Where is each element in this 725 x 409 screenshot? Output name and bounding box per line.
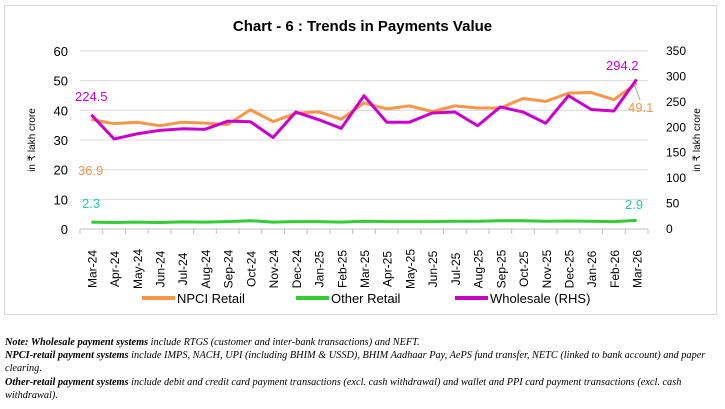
data-label-last: 49.1 xyxy=(628,100,653,115)
legend-label: NPCI Retail xyxy=(177,291,245,306)
notes: Note: Wholesale payment systems include … xyxy=(5,336,723,402)
x-tick-label: Jan-25 xyxy=(313,250,327,287)
x-tick-label: Nov-25 xyxy=(540,249,554,288)
x-tick-label: Sep-25 xyxy=(494,249,508,288)
right-tick-label: 100 xyxy=(666,171,686,185)
legend-label: Wholesale (RHS) xyxy=(490,291,590,306)
right-tick-label: 300 xyxy=(666,69,686,83)
x-tick-label: Jun-24 xyxy=(154,250,168,287)
x-tick-label: Aug-25 xyxy=(472,249,486,288)
note-wholesale: Note: Wholesale payment systems include … xyxy=(5,337,420,348)
x-tick-label: Jun-25 xyxy=(426,250,440,287)
right-tick-label: 350 xyxy=(666,44,686,58)
right-tick-label: 250 xyxy=(666,95,686,109)
left-tick-label: 30 xyxy=(54,133,68,148)
left-tick-label: 40 xyxy=(54,103,68,118)
x-tick-label: Dec-25 xyxy=(562,249,576,288)
right-tick-label: 200 xyxy=(666,120,686,134)
right-tick-label: 150 xyxy=(666,146,686,160)
left-axis-label: in ₹ lakh crore xyxy=(27,108,38,172)
x-tick-label: Oct-25 xyxy=(517,251,531,287)
data-label-first: 224.5 xyxy=(75,89,108,104)
series-line-wholesale-rhs- xyxy=(90,78,638,141)
x-tick-label: Dec-24 xyxy=(290,249,304,288)
chart-frame xyxy=(4,5,717,315)
x-tick-label: Oct-24 xyxy=(244,251,258,287)
left-tick-label: 0 xyxy=(61,222,68,237)
x-tick-label: May-25 xyxy=(403,249,417,289)
x-tick-label: Feb-26 xyxy=(608,250,622,288)
x-tick-label: Mar-25 xyxy=(358,250,372,288)
x-tick-label: Jul-24 xyxy=(176,252,190,285)
legend-label: Other Retail xyxy=(331,291,400,306)
x-tick-label: Apr-24 xyxy=(108,251,122,287)
line-chart: 0 10 20 30 40 50 60 0 50 100 150 200 250 300 350 Mar-24… xyxy=(27,44,703,306)
note-other-retail: Other-retail payment systems include deb… xyxy=(5,376,682,401)
data-label-first: 2.3 xyxy=(82,196,100,211)
x-tick-label: Feb-25 xyxy=(335,250,349,288)
data-label-first: 36.9 xyxy=(78,163,103,178)
left-tick-label: 10 xyxy=(54,192,68,207)
right-tick-label: 0 xyxy=(666,222,673,236)
x-tick-label: Apr-25 xyxy=(381,251,395,287)
series-line-npci-retail xyxy=(91,82,638,128)
data-label-last: 294.2 xyxy=(606,58,639,73)
x-tick-label: Sep-24 xyxy=(222,249,236,288)
left-tick-label: 50 xyxy=(54,74,68,89)
right-axis-label: in ₹ lakh crore xyxy=(692,108,703,172)
x-tick-label: Aug-24 xyxy=(199,249,213,288)
x-tick-label: Jul-25 xyxy=(449,252,463,285)
chart-title: Chart - 6 : Trends in Payments Value xyxy=(232,18,493,35)
note-npci-retail: NPCI-retail payment systems include IMPS… xyxy=(5,350,706,375)
x-tick-label: Mar-26 xyxy=(631,250,645,288)
right-tick-label: 50 xyxy=(666,197,680,211)
series-line-other-retail xyxy=(91,218,637,224)
x-tick-label: Nov-24 xyxy=(267,249,281,288)
left-tick-label: 20 xyxy=(54,163,68,178)
x-tick-label: May-24 xyxy=(131,249,145,289)
x-tick-label: Mar-24 xyxy=(85,250,99,288)
data-label-last: 2.9 xyxy=(625,197,643,212)
x-tick-label: Jan-26 xyxy=(585,250,599,287)
left-tick-label: 60 xyxy=(54,44,68,59)
label-leader-line xyxy=(633,83,641,101)
